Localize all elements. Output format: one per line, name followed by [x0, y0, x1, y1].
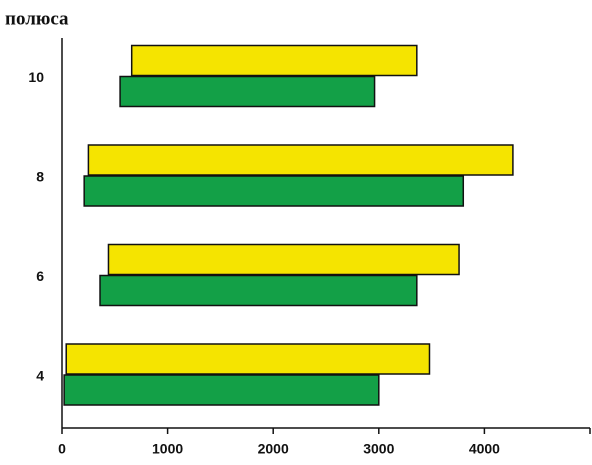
- bar: [65, 343, 431, 375]
- bar: [107, 243, 460, 276]
- y-tick-label: 10: [28, 69, 44, 85]
- bar: [119, 75, 376, 108]
- bar: [130, 44, 418, 77]
- bar: [83, 175, 465, 207]
- x-tick-label: 1000: [152, 441, 183, 457]
- x-tick-label: 0: [58, 441, 66, 457]
- x-tick-label: 2000: [258, 441, 289, 457]
- bar: [87, 144, 514, 176]
- chart-title: полюса: [5, 8, 69, 29]
- y-tick-label: 8: [36, 169, 44, 185]
- x-tick-label: 4000: [469, 441, 500, 457]
- y-tick-label: 4: [36, 368, 44, 384]
- x-tick-label: 3000: [363, 441, 394, 457]
- bar: [63, 374, 380, 406]
- bar: [99, 274, 418, 307]
- y-tick-label: 6: [36, 268, 44, 284]
